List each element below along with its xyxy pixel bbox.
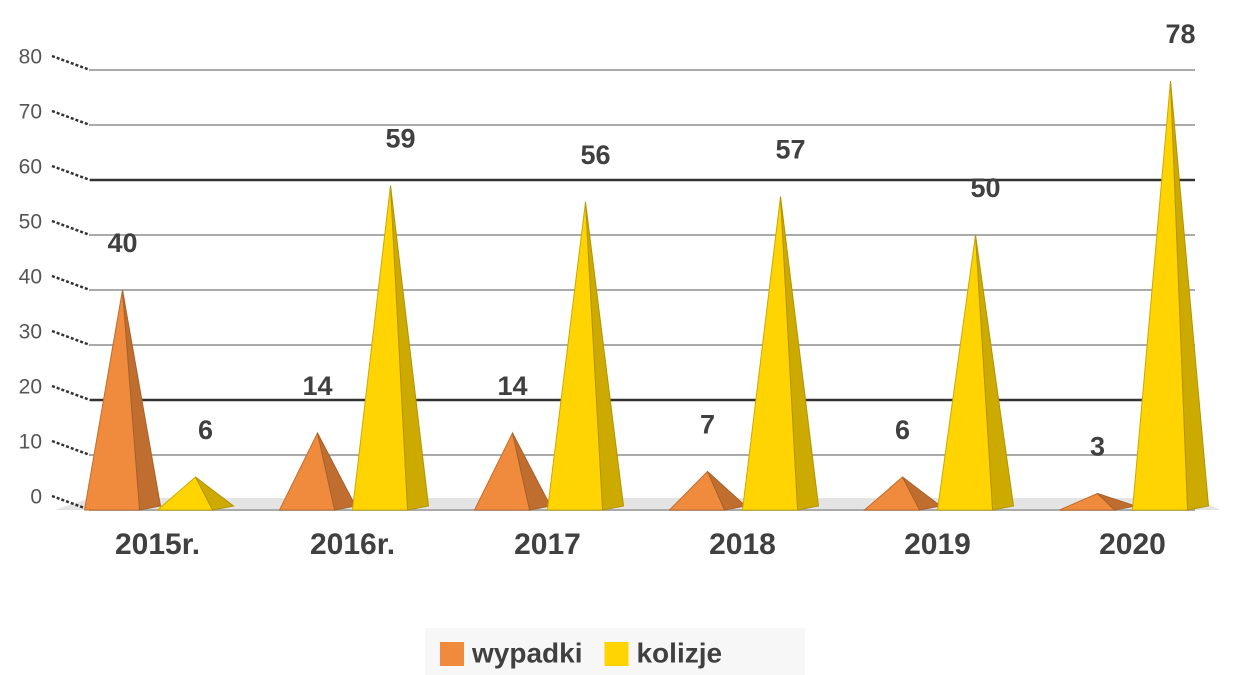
pyramid [278,431,357,511]
y-tick-label: 80 [19,46,42,69]
pyramid [351,185,430,511]
pyramid-side [975,234,1015,511]
tick-mark [51,219,91,237]
tick-mark [51,439,91,457]
pyramid [936,234,1015,511]
pyramid [668,470,747,511]
pyramid-side [902,476,942,511]
pyramid-side [1097,493,1138,511]
legend-swatch [604,642,629,666]
value-label: 14 [302,371,332,401]
value-label: 57 [775,135,805,165]
pyramid-side [512,432,552,511]
pyramid-side [122,289,162,511]
value-label: 50 [970,173,1000,203]
x-tick-label: 2019 [904,528,971,561]
tick-mark [51,54,91,72]
value-label: 3 [1090,432,1105,462]
tick-mark [51,274,91,292]
tick-mark [51,329,91,347]
y-tick-label: 0 [30,486,42,509]
value-label: 56 [580,140,610,170]
value-label: 6 [895,415,910,445]
x-tick-label: 2015r. [115,528,200,561]
pyramid-side [390,185,430,511]
tick-mark [51,384,91,402]
pyramid [1131,80,1210,511]
pyramid [863,476,942,511]
y-tick-label: 30 [19,321,42,344]
x-tick-label: 2017 [514,528,581,561]
pyramid-side [1170,80,1210,511]
pyramid-side [707,471,747,511]
pyramid [473,431,552,511]
pyramid [156,476,235,511]
pyramid-side [317,432,357,511]
y-tick-label: 70 [19,101,42,124]
pyramid [83,289,162,511]
legend-label: kolizje [636,637,722,668]
legend-label: wypadki [471,637,582,668]
value-label: 40 [107,228,137,258]
x-tick-label: 2018 [709,528,776,561]
pyramid-side [585,201,625,511]
y-tick-label: 10 [19,431,42,454]
y-tick-label: 20 [19,376,42,399]
pyramid [741,196,820,511]
pyramid [1059,492,1138,511]
y-tick-label: 50 [19,211,42,234]
tick-mark [51,109,91,127]
x-tick-label: 2016r. [310,528,395,561]
value-label: 78 [1165,19,1195,49]
pyramid [546,201,625,511]
pyramid-side [195,476,235,511]
x-tick-label: 2020 [1099,528,1166,561]
tick-mark [51,494,91,512]
y-tick-label: 40 [19,266,42,289]
value-label: 7 [700,410,715,440]
value-label: 59 [385,124,415,154]
value-label: 6 [198,415,213,445]
legend-swatch [440,642,464,666]
pyramid-side [780,196,820,511]
tick-mark [51,164,91,182]
value-label: 14 [497,371,527,401]
y-tick-label: 60 [19,156,42,179]
